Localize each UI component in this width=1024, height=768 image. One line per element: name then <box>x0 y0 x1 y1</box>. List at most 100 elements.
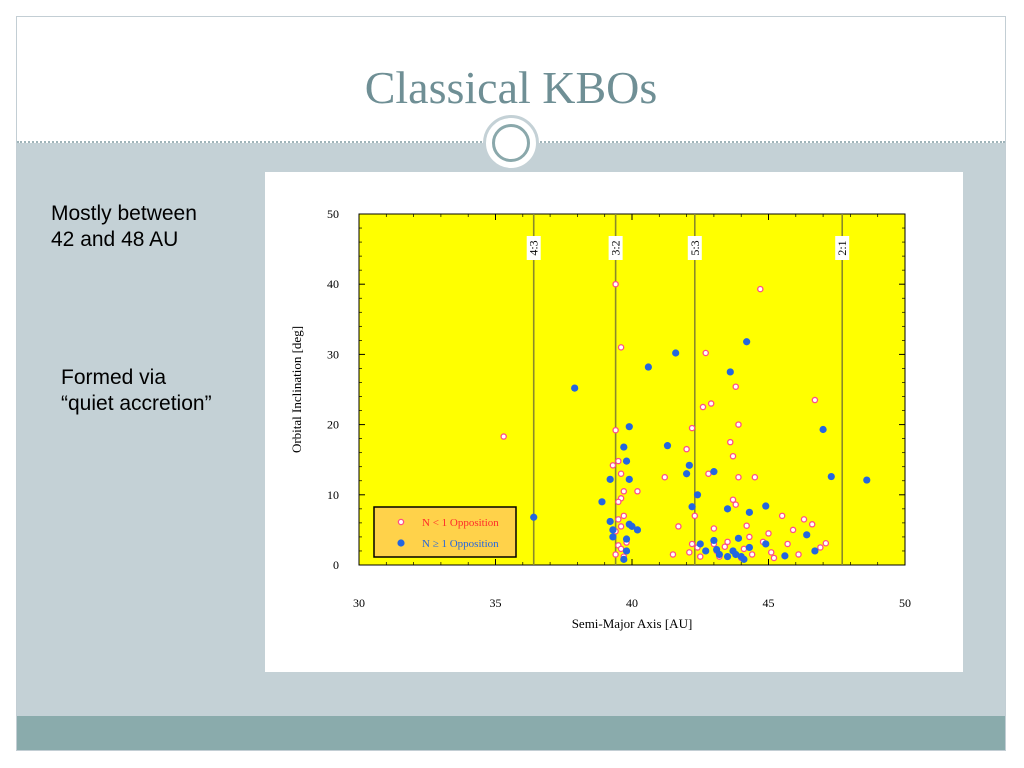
resonance-label-bg <box>608 236 623 260</box>
y-tick-label: 40 <box>327 277 339 291</box>
data-point-filled <box>622 457 631 465</box>
data-point-open <box>778 512 786 520</box>
data-point-open <box>617 344 625 351</box>
data-point-open <box>634 488 641 495</box>
data-point-filled <box>530 513 538 521</box>
data-point-open <box>609 462 617 469</box>
data-point-open <box>615 457 622 465</box>
y-tick-label: 20 <box>327 418 339 432</box>
data-point-open <box>696 553 704 560</box>
data-point-open <box>746 533 753 541</box>
data-point-filled <box>683 470 691 478</box>
data-point-open <box>669 551 677 558</box>
data-point-filled <box>622 547 631 555</box>
data-point-filled <box>598 498 606 506</box>
data-point-open <box>727 438 734 446</box>
data-point-filled <box>620 443 628 451</box>
data-point-open <box>612 280 619 288</box>
data-point-open <box>757 285 764 293</box>
chart-panel: 30 35 40 45 50 0 10 20 30 40 50 Semi-Major Axis [AU… <box>265 172 963 672</box>
data-point-open <box>683 445 690 453</box>
data-point-open <box>743 522 750 529</box>
data-point-filled <box>696 540 704 548</box>
data-point-filled <box>734 534 743 542</box>
resonance-label: 5:3 <box>688 240 702 255</box>
data-point-open <box>705 470 712 477</box>
data-point-open <box>751 473 759 481</box>
y-tick-label: 50 <box>327 207 339 221</box>
circle-ornament-inner <box>492 124 530 162</box>
data-point-filled <box>781 552 789 560</box>
data-point-open <box>765 530 772 537</box>
data-point-open <box>721 543 729 550</box>
data-point-open <box>615 498 622 506</box>
circle-ornament-icon <box>483 115 539 171</box>
legend-label-filled: N ≥ 1 Opposition <box>422 538 499 550</box>
data-point-open <box>612 426 619 434</box>
data-point-filled <box>740 555 748 563</box>
data-point-open <box>811 396 819 404</box>
legend-marker-filled <box>397 539 405 547</box>
data-point-filled <box>633 526 642 534</box>
data-point-open <box>661 473 669 481</box>
y-tick-label: 10 <box>327 488 339 502</box>
data-point-filled <box>609 526 617 534</box>
data-point-open <box>817 544 824 551</box>
data-point-open <box>724 538 731 546</box>
data-point-filled <box>863 476 871 484</box>
data-point-open <box>707 400 715 407</box>
data-point-filled <box>819 425 827 434</box>
data-point-open <box>800 516 808 523</box>
data-point-filled <box>685 461 693 469</box>
data-point-filled <box>644 363 652 371</box>
data-point-filled <box>693 491 702 499</box>
data-point-filled <box>622 535 631 543</box>
data-point-open <box>675 523 682 530</box>
data-point-filled <box>625 423 633 431</box>
data-point-open <box>770 554 778 562</box>
data-point-open <box>822 539 830 547</box>
data-point-filled <box>606 475 614 483</box>
data-point-open <box>789 526 797 534</box>
data-point-filled <box>710 468 718 476</box>
data-point-filled <box>732 550 740 559</box>
x-axis-label: Semi-Major Axis [AU] <box>572 616 693 631</box>
text-mostly-between: Mostly between 42 and 48 AU <box>51 202 197 251</box>
data-point-filled <box>723 505 732 513</box>
data-point-open <box>612 551 619 558</box>
data-point-filled <box>609 533 617 541</box>
data-point-filled <box>663 442 672 450</box>
x-tick-label: 50 <box>899 596 911 610</box>
legend-marker-open <box>397 518 405 526</box>
data-point-filled <box>803 531 811 539</box>
text-formed-via: Formed via “quiet accretion” <box>61 366 212 415</box>
data-point-open <box>688 540 696 548</box>
data-point-open <box>732 501 739 508</box>
data-point-filled <box>827 472 835 481</box>
data-point-filled <box>762 502 770 510</box>
data-point-open <box>699 403 707 411</box>
resonance-label: 3:2 <box>609 240 623 255</box>
legend-label-open: N < 1 Opposition <box>422 517 499 529</box>
x-tick-label: 35 <box>490 596 502 610</box>
data-point-open <box>500 433 507 440</box>
data-point-filled <box>811 547 819 555</box>
data-point-open <box>808 521 816 528</box>
data-point-open <box>729 452 737 460</box>
y-tick-label: 0 <box>333 558 339 572</box>
resonance-label: 2:1 <box>835 240 849 255</box>
slide-title: Classical KBOs <box>364 62 658 113</box>
data-point-filled <box>571 384 579 392</box>
resonance-label-bg <box>687 236 702 260</box>
data-point-open <box>615 516 622 523</box>
resonance-label: 4:3 <box>527 240 541 255</box>
data-point-filled <box>726 368 734 376</box>
data-point-filled <box>745 543 753 552</box>
data-point-open <box>617 545 625 553</box>
data-point-filled <box>723 552 732 561</box>
data-point-filled <box>715 550 723 559</box>
data-point-filled <box>710 536 718 545</box>
y-axis-label: Orbital Inclination [deg] <box>289 326 304 453</box>
data-point-open <box>748 551 756 558</box>
data-point-filled <box>625 475 633 483</box>
